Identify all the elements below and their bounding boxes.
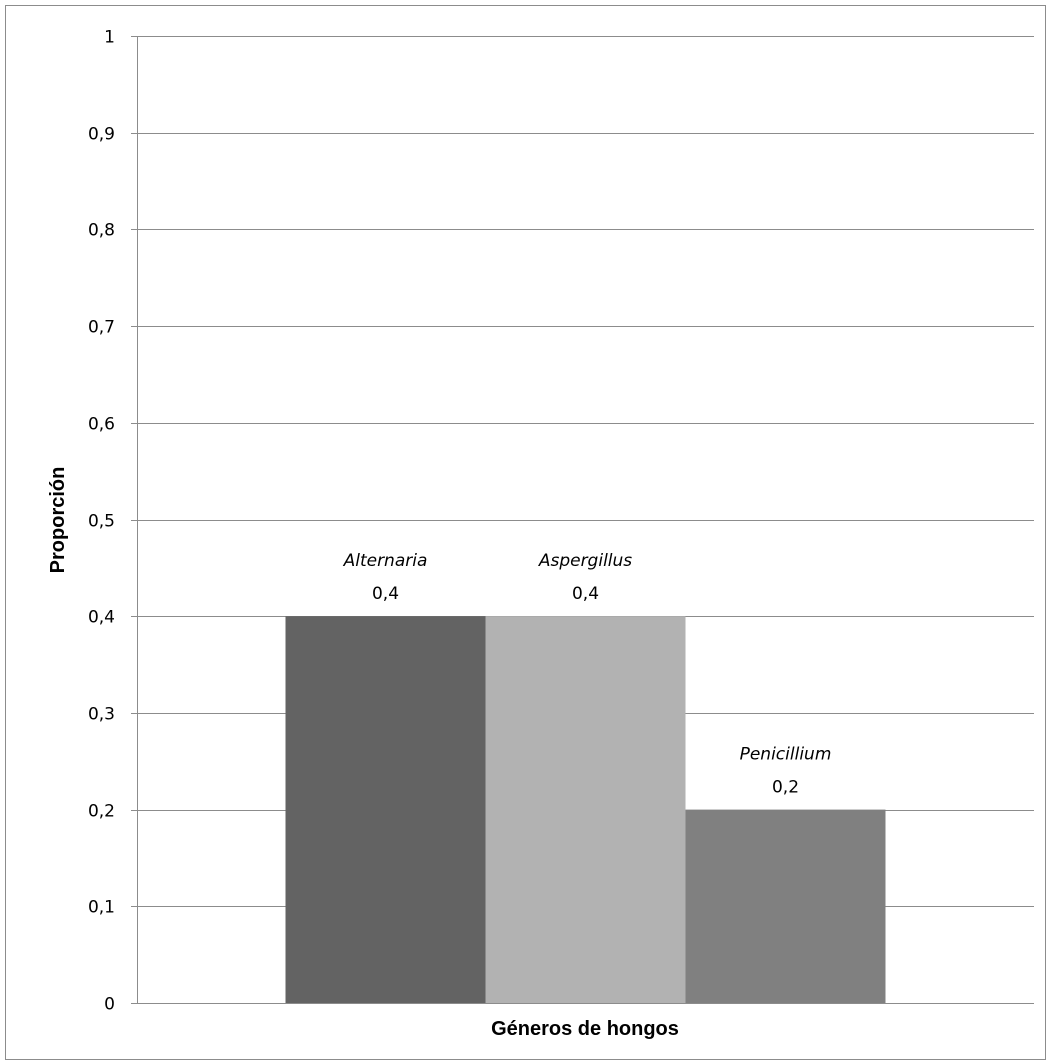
- bar-value-label: 0,2: [772, 778, 799, 798]
- y-tick-label: 0,9: [88, 125, 115, 145]
- y-tick-label: 0,7: [88, 318, 115, 338]
- y-tick-label: 0,4: [88, 608, 115, 628]
- bar-aspergillus: [485, 616, 686, 1003]
- y-tick-label: 1: [104, 28, 115, 48]
- y-tick-label: 0,3: [88, 705, 115, 725]
- bars: [285, 616, 886, 1003]
- x-axis-title: Géneros de hongos: [491, 1018, 679, 1040]
- bar-category-label: Alternaria: [343, 551, 428, 571]
- y-tick-label: 0,2: [88, 802, 115, 822]
- y-tick-label: 0,5: [88, 512, 115, 532]
- bar-penicillium: [685, 809, 886, 1003]
- data-labels: Alternaria 0,4 Aspergillus 0,4 Penicillium 0,…: [343, 551, 832, 797]
- y-tick-label: 0,6: [88, 415, 115, 435]
- y-axis-ticks: 0 0,1 0,2 0,3 0,4 0,5 0,6 0,7 0,8 0,9 1: [88, 28, 137, 1015]
- y-tick-label: 0,8: [88, 221, 115, 241]
- bar-category-label: Penicillium: [740, 745, 832, 765]
- bar-alternaria: [285, 616, 486, 1003]
- axes: [137, 36, 1034, 1004]
- bar-value-label: 0,4: [572, 584, 599, 604]
- y-tick-label: 0,1: [88, 898, 115, 918]
- bar-category-label: Aspergillus: [538, 551, 632, 571]
- bar-value-label: 0,4: [372, 584, 399, 604]
- y-axis-title: Proporción: [47, 467, 69, 574]
- y-tick-label: 0: [104, 995, 115, 1015]
